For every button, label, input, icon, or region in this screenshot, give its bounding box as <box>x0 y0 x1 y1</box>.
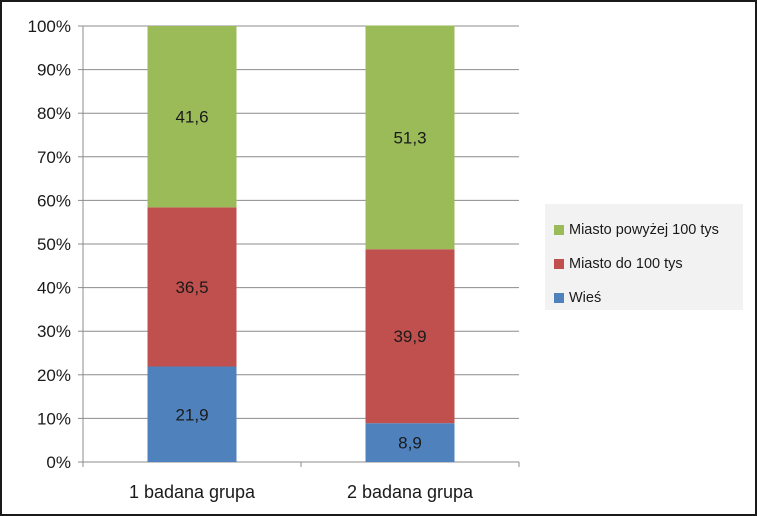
data-label: 41,6 <box>175 108 208 127</box>
legend-swatch <box>554 259 564 269</box>
y-tick-label: 90% <box>37 61 71 80</box>
bar-segment <box>147 207 237 367</box>
x-category-label: 2 badana grupa <box>347 482 474 502</box>
data-label: 21,9 <box>175 405 208 424</box>
y-tick-label: 100% <box>28 17 71 36</box>
bar-segment <box>147 26 237 208</box>
y-tick-label: 80% <box>37 104 71 123</box>
y-tick-label: 30% <box>37 322 71 341</box>
bar-segment <box>365 25 455 250</box>
y-tick-label: 20% <box>37 366 71 385</box>
legend-label: Miasto do 100 tys <box>569 256 683 272</box>
bar-segment <box>365 249 455 424</box>
data-label: 51,3 <box>393 128 426 147</box>
legend-swatch <box>554 225 564 235</box>
y-tick-label: 60% <box>37 191 71 210</box>
bar-segment <box>147 366 237 462</box>
data-label: 39,9 <box>393 327 426 346</box>
y-tick-label: 50% <box>37 235 71 254</box>
data-label: 36,5 <box>175 278 208 297</box>
legend: Miasto powyżej 100 tys Miasto do 100 tys W… <box>545 204 743 310</box>
x-category-label: 1 badana grupa <box>129 482 256 502</box>
legend-item: Miasto do 100 tys <box>545 247 743 281</box>
legend-item: Miasto powyżej 100 tys <box>545 213 743 247</box>
y-tick-label: 40% <box>37 279 71 298</box>
bar-segment <box>365 423 455 462</box>
y-tick-label: 0% <box>46 453 71 472</box>
legend-label: Miasto powyżej 100 tys <box>569 222 719 238</box>
data-label: 8,9 <box>398 434 422 453</box>
legend-label: Wieś <box>569 290 602 306</box>
y-tick-label: 70% <box>37 148 71 167</box>
legend-item: Wieś <box>545 281 743 315</box>
legend-swatch <box>554 293 564 303</box>
y-tick-label: 10% <box>37 409 71 428</box>
